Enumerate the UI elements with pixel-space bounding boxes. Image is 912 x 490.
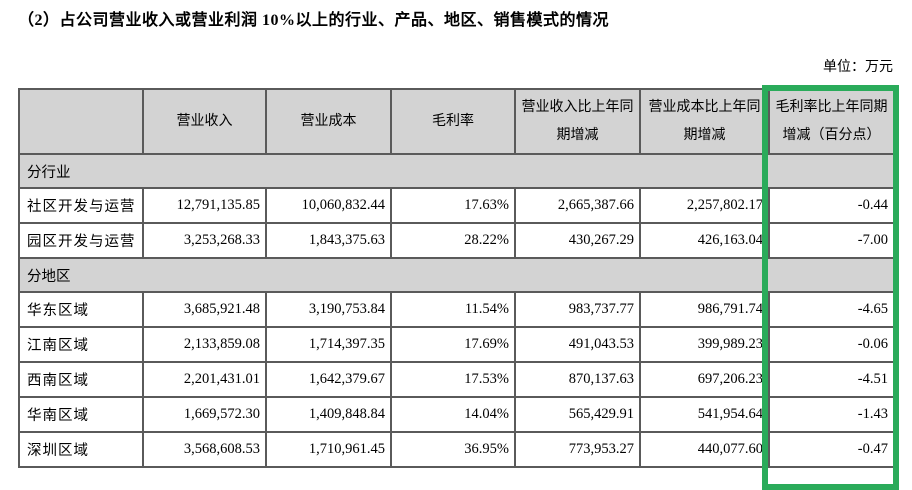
column-header: 毛利率比上年同期增减（百分点）	[768, 88, 895, 155]
cell-value: 773,953.27	[514, 431, 641, 468]
table-row: 园区开发与运营 3,253,268.33 1,843,375.63 28.22% 430…	[18, 222, 895, 259]
section-label: 分行业	[18, 153, 895, 189]
cell-value: 17.53%	[390, 361, 516, 398]
section-row: 分地区	[18, 257, 895, 293]
cell-value: 440,077.60	[639, 431, 770, 468]
row-label: 园区开发与运营	[18, 222, 144, 259]
cell-value: 541,954.64	[639, 396, 770, 433]
row-label: 西南区域	[18, 361, 144, 398]
cell-value: 14.04%	[390, 396, 516, 433]
cell-value: 3,190,753.84	[265, 291, 392, 328]
cell-value: 2,257,802.17	[639, 187, 770, 224]
cell-value: -7.00	[768, 222, 895, 259]
cell-value: 1,714,397.35	[265, 326, 392, 363]
column-header: 营业成本	[265, 88, 392, 155]
row-label: 深圳区域	[18, 431, 144, 468]
table-wrap: 营业收入 营业成本 毛利率 营业收入比上年同期增减 营业成本比上年同期增减 毛利率比上年同…	[18, 85, 899, 490]
table-row: 华南区域 1,669,572.30 1,409,848.84 14.04% 565,42…	[18, 396, 895, 433]
table-row: 西南区域 2,201,431.01 1,642,379.67 17.53% 870,13…	[18, 361, 895, 398]
cell-value: 1,710,961.45	[265, 431, 392, 468]
cell-value: 28.22%	[390, 222, 516, 259]
table-row: 华东区域 3,685,921.48 3,190,753.84 11.54% 983,73…	[18, 291, 895, 328]
column-header: 营业成本比上年同期增减	[639, 88, 770, 155]
cell-value: 11.54%	[390, 291, 516, 328]
cell-value: 36.95%	[390, 431, 516, 468]
cell-value: 12,791,135.85	[142, 187, 267, 224]
section-label: 分地区	[18, 257, 895, 293]
row-label: 华东区域	[18, 291, 144, 328]
cell-value: 17.69%	[390, 326, 516, 363]
cell-value: 1,669,572.30	[142, 396, 267, 433]
cell-value: 1,409,848.84	[265, 396, 392, 433]
cell-value: -0.47	[768, 431, 895, 468]
cell-value: 3,685,921.48	[142, 291, 267, 328]
cell-value: 3,568,608.53	[142, 431, 267, 468]
financial-table: 营业收入 营业成本 毛利率 营业收入比上年同期增减 营业成本比上年同期增减 毛利率比上年同…	[18, 88, 895, 468]
cell-value: 17.63%	[390, 187, 516, 224]
column-header-empty	[18, 88, 144, 155]
cell-value: -4.65	[768, 291, 895, 328]
cell-value: 1,642,379.67	[265, 361, 392, 398]
section-row: 分行业	[18, 153, 895, 189]
cell-value: 870,137.63	[514, 361, 641, 398]
cell-value: 1,843,375.63	[265, 222, 392, 259]
cell-value: 983,737.77	[514, 291, 641, 328]
cell-value: 565,429.91	[514, 396, 641, 433]
cell-value: -0.06	[768, 326, 895, 363]
cell-value: 2,201,431.01	[142, 361, 267, 398]
cell-value: 426,163.04	[639, 222, 770, 259]
cell-value: 430,267.29	[514, 222, 641, 259]
table-row: 深圳区域 3,568,608.53 1,710,961.45 36.95% 773,95…	[18, 431, 895, 468]
table-header: 营业收入 营业成本 毛利率 营业收入比上年同期增减 营业成本比上年同期增减 毛利率比上年同…	[18, 88, 895, 155]
row-label: 华南区域	[18, 396, 144, 433]
unit-label: 单位：万元	[823, 60, 893, 75]
cell-value: 399,989.23	[639, 326, 770, 363]
cell-value: 2,665,387.66	[514, 187, 641, 224]
cell-value: 491,043.53	[514, 326, 641, 363]
table-row: 社区开发与运营 12,791,135.85 10,060,832.44 17.63% 2…	[18, 187, 895, 224]
cell-value: -1.43	[768, 396, 895, 433]
table-row: 江南区域 2,133,859.08 1,714,397.35 17.69% 491,04…	[18, 326, 895, 363]
row-label: 江南区域	[18, 326, 144, 363]
column-header: 营业收入比上年同期增减	[514, 88, 641, 155]
row-label: 社区开发与运营	[18, 187, 144, 224]
cell-value: 3,253,268.33	[142, 222, 267, 259]
cell-value: -4.51	[768, 361, 895, 398]
table-body: 分行业 社区开发与运营 12,791,135.85 10,060,832.44 17.6…	[18, 153, 895, 468]
column-header: 营业收入	[142, 88, 267, 155]
cell-value: 697,206.23	[639, 361, 770, 398]
cell-value: 2,133,859.08	[142, 326, 267, 363]
column-header: 毛利率	[390, 88, 516, 155]
cell-value: -0.44	[768, 187, 895, 224]
cell-value: 986,791.74	[639, 291, 770, 328]
cell-value: 10,060,832.44	[265, 187, 392, 224]
section-title: （2）占公司营业收入或营业利润 10%以上的行业、产品、地区、销售模式的情况	[18, 12, 610, 29]
header-row: 营业收入 营业成本 毛利率 营业收入比上年同期增减 营业成本比上年同期增减 毛利率比上年同…	[18, 88, 895, 155]
